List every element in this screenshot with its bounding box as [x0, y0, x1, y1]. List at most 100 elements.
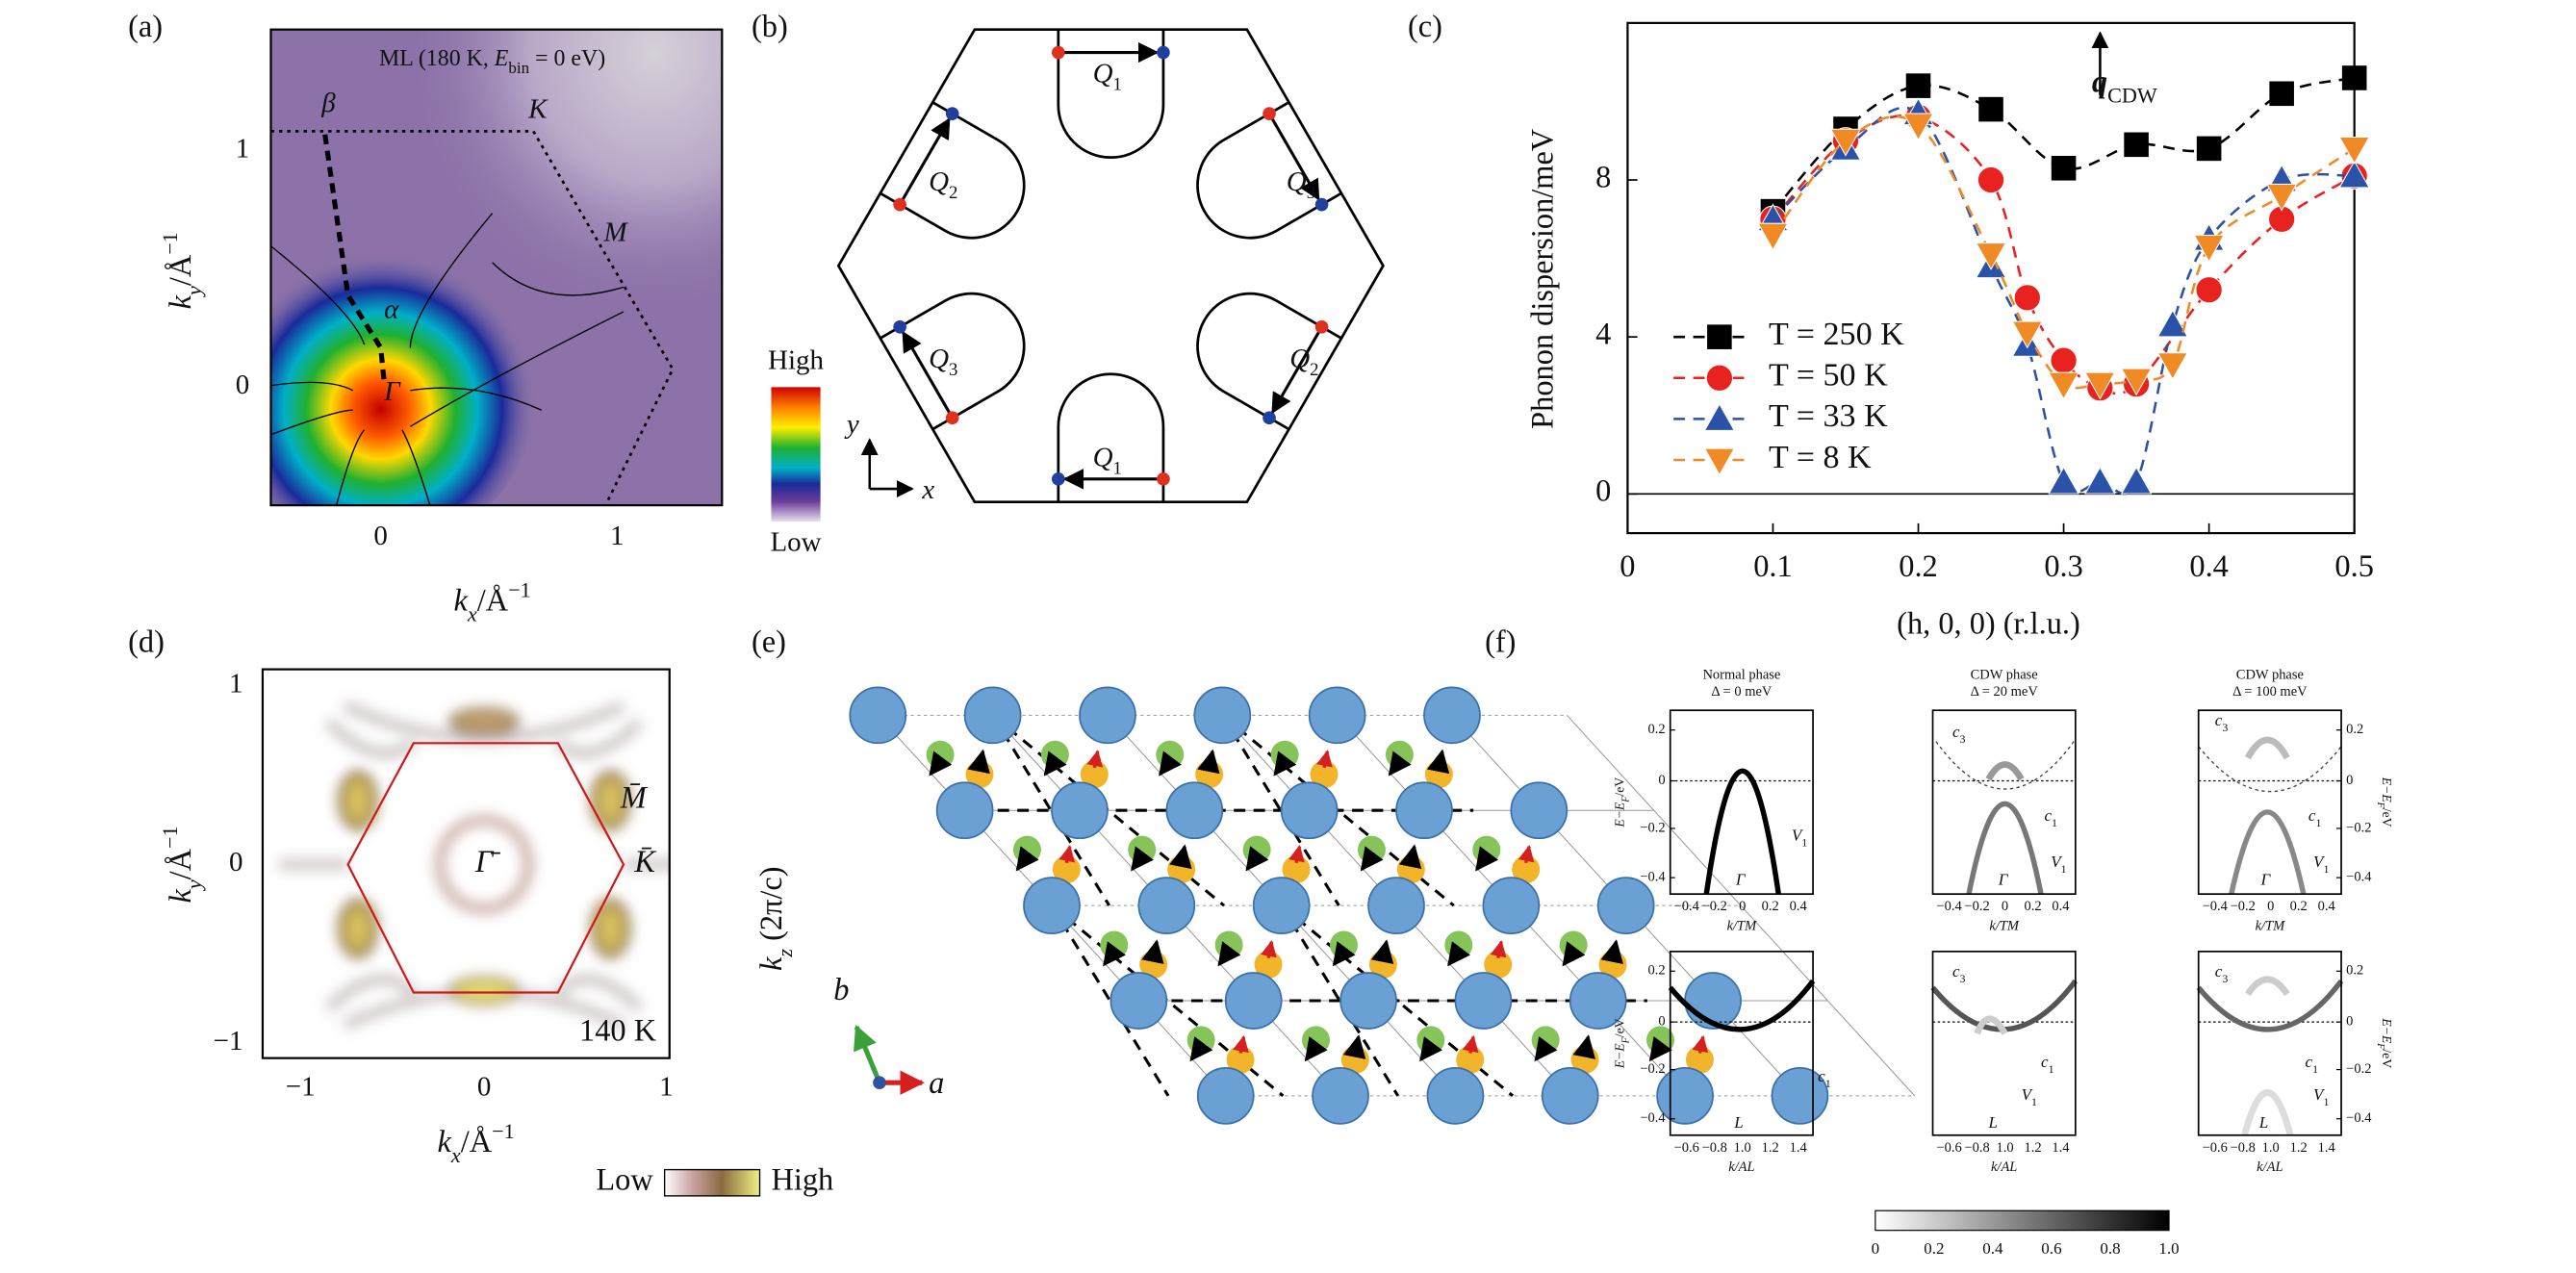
x-tick-label: 0.4: [2189, 549, 2228, 584]
displacement: [1261, 939, 1277, 958]
y-axis-label: z: [772, 949, 796, 958]
atom-large: [963, 686, 1022, 745]
x-tick-label: 0.5: [2334, 549, 2373, 584]
lobe-outline: [879, 101, 1026, 240]
x-tick-label: −0.2: [2231, 899, 2256, 914]
legend-marker: [1703, 403, 1736, 431]
band: [1703, 768, 1781, 895]
x-tick-label: 0.3: [2044, 549, 2082, 584]
legend-marker: [1707, 324, 1732, 349]
axis-name: x: [921, 474, 934, 505]
x-axis-label: k/AL: [2257, 1159, 2283, 1175]
marker: [2084, 371, 2116, 400]
band-label: c3: [1952, 962, 1966, 985]
y-axis-label-part: /eV: [1613, 777, 1627, 797]
atom-green: [926, 740, 955, 769]
marker: [1902, 113, 1934, 141]
y-axis-label: E−EF/eV: [1613, 777, 1632, 828]
marker: [2051, 155, 2077, 181]
map-title: ML (180 K,: [379, 47, 495, 72]
displacement: [1332, 941, 1356, 967]
plot-frame: [2197, 709, 2342, 896]
plot-frame: [2197, 950, 2342, 1136]
x-tick-label: 0: [1739, 899, 1746, 914]
atom-large: [1510, 781, 1569, 840]
q-label: 2: [1310, 360, 1318, 380]
x-tick-label: 0.2: [2290, 899, 2308, 914]
x-tick-label: 1.2: [1762, 1140, 1779, 1156]
colorbar-label: Low: [596, 1163, 653, 1198]
atom-large: [1454, 972, 1513, 1030]
legend-label: T = 50 K: [1769, 358, 1888, 394]
band-label-sub: 1: [2049, 1062, 2054, 1076]
displacement: [1189, 1036, 1213, 1062]
band-label-main: V: [2313, 1085, 2326, 1104]
x-tick-label: −0.8: [2231, 1140, 2256, 1156]
marker: [2050, 346, 2078, 374]
band-label: Γ: [1735, 870, 1747, 888]
atom-large: [1193, 686, 1252, 745]
band-label: L: [1733, 1113, 1743, 1132]
fermi-surface-map: [262, 669, 670, 1058]
lobe: [1196, 292, 1342, 431]
band: [1966, 801, 2044, 895]
displacement: [1462, 1034, 1479, 1054]
state-dot: [1314, 197, 1329, 212]
band-label: c1: [2044, 806, 2057, 829]
colorbar-tick-label: 0.4: [1982, 1239, 2003, 1258]
y-tick-label: −0.2: [2346, 1061, 2371, 1077]
frame: [261, 668, 671, 1059]
band-label-sub: 1: [2316, 816, 2322, 829]
marker: [2269, 81, 2294, 107]
displacement: [1572, 1034, 1595, 1059]
atom-large: [1482, 877, 1541, 934]
colorbar: [663, 1168, 761, 1197]
lobe: [1051, 29, 1170, 160]
y-tick-label: −0.2: [1640, 820, 1665, 835]
displacement: [1370, 939, 1394, 965]
point-label: M: [603, 216, 629, 247]
point-label: M̄: [620, 780, 649, 815]
x-tick-label: 0: [2267, 899, 2274, 914]
x-tick-label: 1.2: [2024, 1140, 2041, 1156]
marker: [2048, 466, 2079, 495]
y-axis-label: (2π/c): [754, 866, 789, 949]
map-title: = 0 eV): [529, 47, 605, 72]
axis-name: b: [833, 973, 849, 1007]
x-tick-label: 0: [477, 1072, 491, 1103]
colorbar-tick-label: 0.8: [2100, 1239, 2120, 1258]
displacement: [1169, 844, 1192, 870]
band-label-main: c: [2041, 1053, 2049, 1071]
y-axis-label: E−EF/eV: [2375, 777, 2394, 827]
y-axis-label: /Å: [165, 254, 199, 286]
x-axis-label: x: [450, 1143, 461, 1167]
q-label: Q: [1289, 344, 1310, 374]
q-label: Q: [929, 166, 949, 197]
band-label-sub: 1: [2031, 1095, 2037, 1108]
atom-green: [1531, 1026, 1560, 1055]
marker: [2013, 284, 2041, 312]
plot-title: CDW phase: [1971, 668, 2038, 683]
x-axis-label: k/AL: [1991, 1159, 2017, 1175]
y-axis-label-part: F: [2375, 1042, 2385, 1050]
band-label: L: [1987, 1113, 1997, 1132]
band-label: c3: [1952, 723, 1966, 746]
y-tick-label: 0: [1658, 1013, 1665, 1029]
atom-green: [1472, 835, 1501, 864]
band-label-main: V: [2313, 853, 2326, 871]
displacement: [1086, 750, 1104, 769]
plot-title: CDW phase: [2236, 668, 2304, 683]
marker: [2196, 136, 2222, 162]
plot-title: Δ = 100 meV: [2232, 684, 2308, 700]
x-axis-label: kx/Å−1: [437, 1119, 514, 1167]
atom-green: [1128, 835, 1157, 864]
annotation: CDW: [2107, 83, 2157, 107]
y-tick-label: 0: [1658, 773, 1665, 788]
point-label: β: [320, 88, 336, 118]
x-axis-label: k/TM: [1727, 919, 1758, 934]
x-tick-label: −0.8: [1702, 1140, 1727, 1156]
atom-green: [1444, 930, 1473, 959]
annotation: q: [2092, 65, 2107, 100]
marker: [2195, 276, 2223, 304]
state-dot: [1051, 472, 1065, 486]
